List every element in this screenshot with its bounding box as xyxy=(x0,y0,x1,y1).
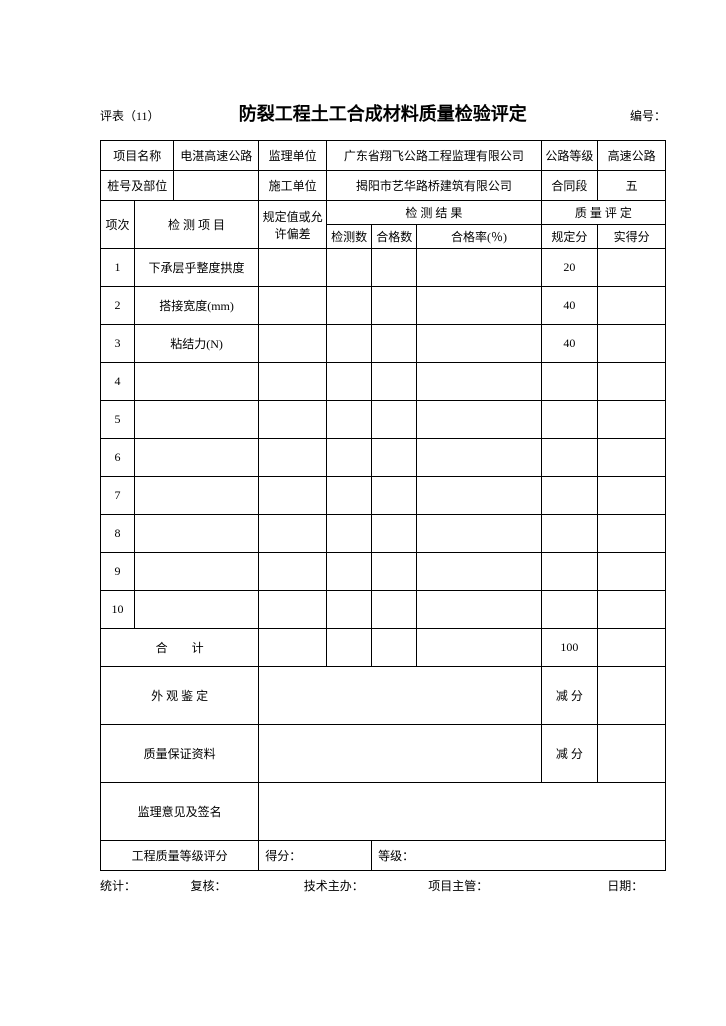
col-tolerance: 规定值或允许偏差 xyxy=(259,201,327,249)
appearance-row: 外 观 鉴 定 减 分 xyxy=(101,667,666,725)
page-title: 防裂工程土工合成材料质量检验评定 xyxy=(184,100,582,126)
table-row: 8 xyxy=(101,515,666,553)
cell-spec-score: 40 xyxy=(541,287,598,325)
contract-section-label: 合同段 xyxy=(541,171,598,201)
grade-label: 等级： xyxy=(372,841,666,871)
form-number-label: 评表（11） xyxy=(100,107,160,124)
col-pass-rate: 合格率(％) xyxy=(417,225,541,249)
table-row: 3 粘结力(N) 40 xyxy=(101,325,666,363)
header-line: 评表（11） 防裂工程土工合成材料质量检验评定 编号： xyxy=(100,100,666,126)
qa-row: 质量保证资料 减 分 xyxy=(101,725,666,783)
qa-label: 质量保证资料 xyxy=(101,725,259,783)
cell-seq: 5 xyxy=(101,401,135,439)
col-spec-score: 规定分 xyxy=(541,225,598,249)
table-row: 2 搭接宽度(mm) 40 xyxy=(101,287,666,325)
col-quality: 质 量 评 定 xyxy=(541,201,665,225)
cell-spec-score: 40 xyxy=(541,325,598,363)
footer-tech-lead: 技术主办： xyxy=(304,877,429,894)
column-header-row-1: 项次 检 测 项 目 规定值或允许偏差 检 测 结 果 质 量 评 定 xyxy=(101,201,666,225)
supervision-unit-value: 广东省翔飞公路工程监理有限公司 xyxy=(326,141,541,171)
cell-item: 粘结力(N) xyxy=(134,325,258,363)
inspection-table: 项目名称 电湛高速公路 监理单位 广东省翔飞公路工程监理有限公司 公路等级 高速… xyxy=(100,140,666,871)
footer-project-lead: 项目主管： xyxy=(428,877,564,894)
total-row: 合 计 100 xyxy=(101,629,666,667)
table-row: 5 xyxy=(101,401,666,439)
total-spec: 100 xyxy=(541,629,598,667)
cell-seq: 4 xyxy=(101,363,135,401)
serial-number-label: 编号： xyxy=(630,107,666,124)
table-row: 9 xyxy=(101,553,666,591)
supervision-unit-label: 监理单位 xyxy=(259,141,327,171)
pile-section-value xyxy=(174,171,259,201)
cell-seq: 8 xyxy=(101,515,135,553)
contract-section-value: 五 xyxy=(598,171,666,201)
col-actual-score: 实得分 xyxy=(598,225,666,249)
footer-date: 日期： xyxy=(564,877,643,894)
table-row: 1 下承层乎整度拱度 20 xyxy=(101,249,666,287)
cell-seq: 10 xyxy=(101,591,135,629)
col-item: 检 测 项 目 xyxy=(134,201,258,249)
info-row-1: 项目名称 电湛高速公路 监理单位 广东省翔飞公路工程监理有限公司 公路等级 高速… xyxy=(101,141,666,171)
footer-line: 统计： 复核： 技术主办： 项目主管： 日期： xyxy=(100,877,666,894)
construction-unit-label: 施工单位 xyxy=(259,171,327,201)
cell-seq: 6 xyxy=(101,439,135,477)
table-row: 4 xyxy=(101,363,666,401)
cell-tolerance xyxy=(259,249,327,287)
footer-review: 复核： xyxy=(191,877,304,894)
cell-seq: 7 xyxy=(101,477,135,515)
cell-item: 搭接宽度(mm) xyxy=(134,287,258,325)
col-pass: 合格数 xyxy=(372,225,417,249)
appearance-label: 外 观 鉴 定 xyxy=(101,667,259,725)
grade-eval-row: 工程质量等级评分 得分： 等级： xyxy=(101,841,666,871)
deduction-label: 减 分 xyxy=(541,667,598,725)
road-grade-value: 高速公路 xyxy=(598,141,666,171)
cell-actual-score xyxy=(598,249,666,287)
cell-pass xyxy=(372,249,417,287)
cell-count xyxy=(326,249,371,287)
cell-spec-score: 20 xyxy=(541,249,598,287)
col-seq: 项次 xyxy=(101,201,135,249)
cell-seq: 1 xyxy=(101,249,135,287)
table-row: 6 xyxy=(101,439,666,477)
deduction-label: 减 分 xyxy=(541,725,598,783)
col-result: 检 测 结 果 xyxy=(326,201,541,225)
table-row: 7 xyxy=(101,477,666,515)
cell-item: 下承层乎整度拱度 xyxy=(134,249,258,287)
cell-seq: 9 xyxy=(101,553,135,591)
info-row-2: 桩号及部位 施工单位 揭阳市艺华路桥建筑有限公司 合同段 五 xyxy=(101,171,666,201)
footer-statistics: 统计： xyxy=(100,877,191,894)
grade-eval-label: 工程质量等级评分 xyxy=(101,841,259,871)
supervision-opinion-label: 监理意见及签名 xyxy=(101,783,259,841)
cell-seq: 3 xyxy=(101,325,135,363)
supervision-opinion-row: 监理意见及签名 xyxy=(101,783,666,841)
road-grade-label: 公路等级 xyxy=(541,141,598,171)
col-count: 检测数 xyxy=(326,225,371,249)
project-name-label: 项目名称 xyxy=(101,141,174,171)
project-name-value: 电湛高速公路 xyxy=(174,141,259,171)
table-row: 10 xyxy=(101,591,666,629)
pile-section-label: 桩号及部位 xyxy=(101,171,174,201)
total-label: 合 计 xyxy=(101,629,259,667)
cell-seq: 2 xyxy=(101,287,135,325)
score-label: 得分： xyxy=(259,841,372,871)
cell-pass-rate xyxy=(417,249,541,287)
construction-unit-value: 揭阳市艺华路桥建筑有限公司 xyxy=(326,171,541,201)
